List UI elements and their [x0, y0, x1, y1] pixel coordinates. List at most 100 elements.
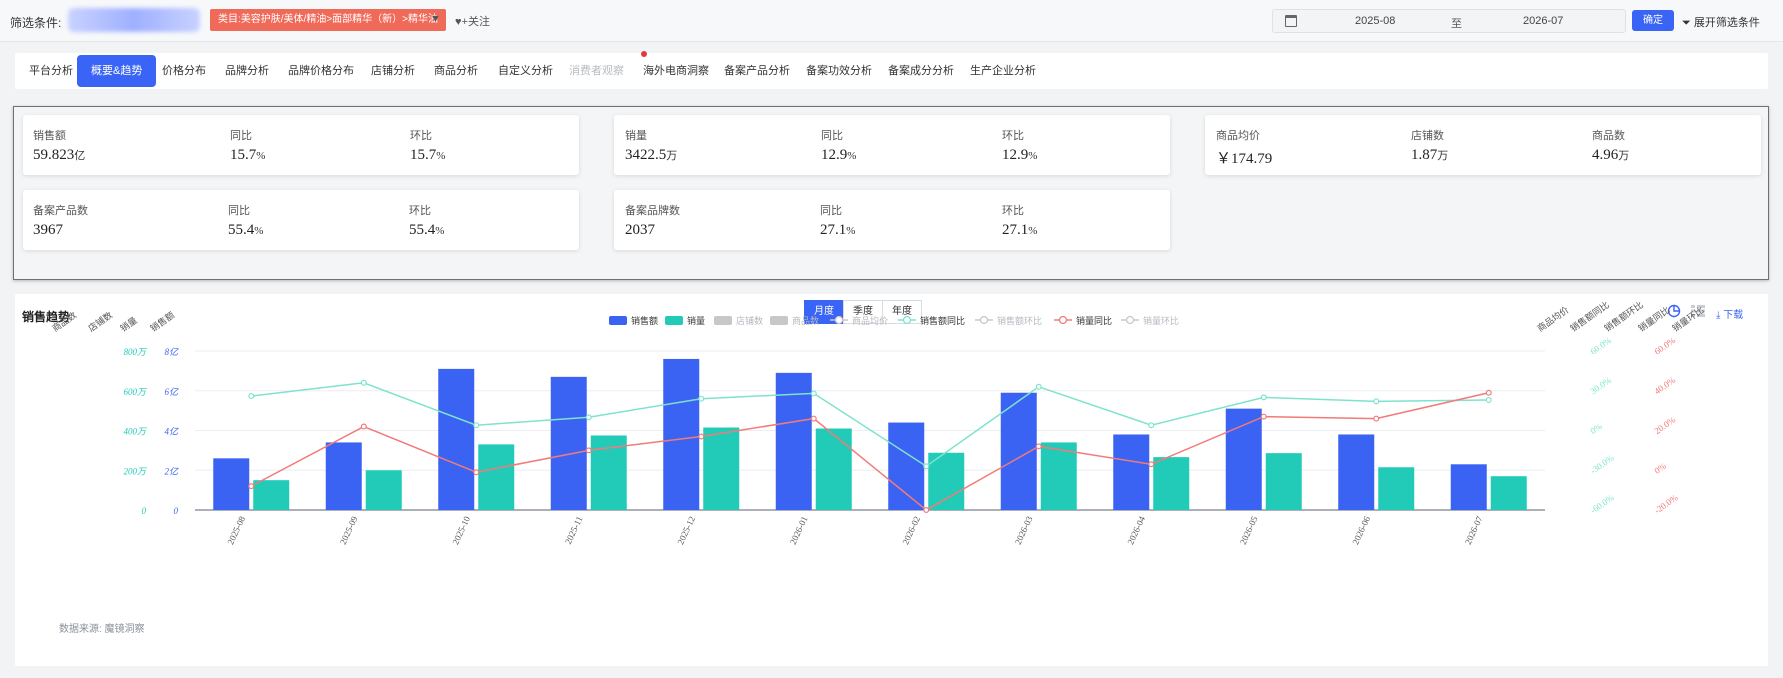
- tab-2[interactable]: 价格分布: [162, 65, 206, 77]
- heart-icon: ♥: [455, 16, 462, 28]
- sales-volume-yoy-point[interactable]: [1260, 413, 1267, 420]
- table-icon[interactable]: [1690, 304, 1706, 321]
- legend-marker[interactable]: [902, 315, 912, 325]
- category-tag[interactable]: 类目:美容护肤/美体/精油>面部精华（新）>精华油: [210, 9, 447, 31]
- sales-volume-yoy-point[interactable]: [585, 447, 592, 454]
- confirm-button[interactable]: 确定: [1632, 10, 1674, 31]
- date-start[interactable]: 2025-08: [1355, 15, 1396, 27]
- pie-chart-icon[interactable]: [1667, 304, 1681, 321]
- legend-marker[interactable]: [979, 315, 989, 325]
- download-icon: ⤓: [1716, 310, 1721, 321]
- legend-swatch[interactable]: [714, 316, 732, 325]
- expand-filters-button[interactable]: ⏷ 展开筛选条件: [1682, 14, 1760, 30]
- tab-5[interactable]: 店铺分析: [371, 65, 415, 77]
- bar-sales-volume[interactable]: [703, 427, 740, 510]
- sales-amount-yoy-point[interactable]: [1373, 398, 1380, 405]
- bar-sales-volume[interactable]: [478, 444, 515, 510]
- tab-0[interactable]: 平台分析: [29, 65, 73, 77]
- x-tick-label: 2025-12: [675, 515, 697, 546]
- tab-6[interactable]: 商品分析: [434, 65, 478, 77]
- bar-sales-amount[interactable]: [775, 372, 812, 510]
- bar-sales-volume[interactable]: [1040, 442, 1077, 510]
- legend-marker[interactable]: [1058, 315, 1068, 325]
- sales-amount-yoy-point[interactable]: [1148, 422, 1155, 429]
- bar-sales-amount[interactable]: [1450, 464, 1487, 510]
- bar-sales-amount[interactable]: [325, 442, 362, 510]
- sales-amount-yoy-point[interactable]: [1035, 383, 1042, 390]
- sales-volume-yoy-point[interactable]: [1373, 415, 1380, 422]
- kpi-unit: %: [436, 150, 446, 162]
- tab-4[interactable]: 品牌价格分布: [288, 65, 354, 77]
- bar-sales-amount[interactable]: [1338, 434, 1375, 510]
- y-tick-sales-amount: 6亿: [164, 387, 179, 397]
- legend-swatch[interactable]: [770, 316, 788, 325]
- legend-swatch[interactable]: [609, 316, 627, 325]
- sales-amount-yoy-point[interactable]: [698, 395, 705, 402]
- filter-label: 筛选条件:: [10, 16, 62, 30]
- tab-1[interactable]: 概要&趋势: [77, 55, 157, 87]
- sales-volume-yoy-point[interactable]: [473, 469, 480, 476]
- bar-sales-amount[interactable]: [550, 376, 587, 510]
- sales-amount-yoy-point[interactable]: [360, 379, 367, 386]
- legend-swatch[interactable]: [665, 316, 683, 325]
- sales-amount-yoy-point[interactable]: [810, 390, 817, 397]
- kpi-unit: %: [846, 225, 856, 237]
- legend-marker[interactable]: [1125, 315, 1135, 325]
- sales-volume-yoy-point[interactable]: [360, 423, 367, 430]
- tab-13[interactable]: 生产企业分析: [970, 65, 1036, 77]
- sales-amount-yoy-point[interactable]: [473, 422, 480, 429]
- tab-12[interactable]: 备案成分分析: [888, 65, 954, 77]
- x-tick-label: 2026-04: [1125, 514, 1147, 546]
- kpi-unit: 万: [666, 150, 678, 162]
- sales-volume-yoy-point[interactable]: [1485, 389, 1492, 396]
- dropdown-caret-icon[interactable]: ▼: [430, 13, 441, 25]
- date-end[interactable]: 2026-07: [1523, 15, 1564, 27]
- bar-sales-amount[interactable]: [1225, 408, 1262, 510]
- bar-sales-volume[interactable]: [1378, 467, 1415, 510]
- bar-sales-volume[interactable]: [253, 480, 290, 510]
- bar-sales-volume[interactable]: [1490, 476, 1527, 510]
- bar-sales-volume[interactable]: [1265, 453, 1302, 510]
- tab-11[interactable]: 备案功效分析: [806, 65, 872, 77]
- bar-sales-volume[interactable]: [815, 428, 852, 510]
- sales-amount-yoy-point[interactable]: [585, 414, 592, 421]
- bar-sales-volume[interactable]: [1153, 457, 1190, 510]
- bar-sales-amount[interactable]: [1113, 434, 1150, 510]
- kpi-value: 15.7: [410, 147, 437, 163]
- sales-amount-yoy-point[interactable]: [923, 463, 930, 470]
- tab-8[interactable]: 消费者观察: [569, 65, 624, 77]
- sales-amount-yoy-point[interactable]: [248, 393, 255, 400]
- bar-sales-volume[interactable]: [365, 470, 402, 510]
- bar-sales-volume[interactable]: [928, 452, 965, 510]
- kpi-card-price-shops-products: 商品均价 ￥174.79 店铺数 1.87万 商品数 4.96万: [1205, 115, 1761, 175]
- bar-sales-amount[interactable]: [438, 368, 475, 510]
- y-tick-sales-volume: 0: [142, 506, 147, 516]
- blurred-filter-chip[interactable]: [68, 8, 200, 32]
- y-tick-sales-amount-yoy: -60.0%: [1588, 492, 1616, 516]
- sales-volume-yoy-point[interactable]: [1035, 443, 1042, 450]
- tab-9[interactable]: 海外电商洞察: [643, 65, 709, 77]
- sales-volume-yoy-point[interactable]: [810, 415, 817, 422]
- sales-amount-yoy-point[interactable]: [1485, 397, 1492, 404]
- sales-volume-yoy-point[interactable]: [923, 507, 930, 514]
- sales-volume-yoy-point[interactable]: [1148, 461, 1155, 468]
- bar-sales-amount[interactable]: [663, 358, 700, 510]
- download-button[interactable]: ⤓ 下载: [1716, 306, 1743, 321]
- sales-volume-yoy-point[interactable]: [248, 483, 255, 490]
- kpi-card-sales-amount: 销售额 59.823亿 同比 15.7% 环比 15.7%: [23, 115, 579, 175]
- legend-marker[interactable]: [834, 315, 844, 325]
- tab-10[interactable]: 备案产品分析: [724, 65, 790, 77]
- y-tick-sales-volume: 200万: [123, 466, 148, 476]
- legend-label: 销售额同比: [920, 315, 965, 326]
- kpi-value: 55.4: [409, 222, 436, 238]
- bar-sales-amount[interactable]: [888, 422, 925, 510]
- kpi-value: 1.87: [1411, 147, 1438, 163]
- tab-3[interactable]: 品牌分析: [225, 65, 269, 77]
- sales-amount-yoy-point[interactable]: [1260, 394, 1267, 401]
- axis-title-left: 销量: [118, 314, 139, 333]
- bar-sales-amount[interactable]: [213, 458, 250, 510]
- tab-7[interactable]: 自定义分析: [498, 65, 553, 77]
- follow-button[interactable]: ♥+关注: [455, 13, 490, 29]
- date-range-picker[interactable]: 2025-08 至 2026-07: [1272, 9, 1626, 33]
- sales-volume-yoy-point[interactable]: [698, 433, 705, 440]
